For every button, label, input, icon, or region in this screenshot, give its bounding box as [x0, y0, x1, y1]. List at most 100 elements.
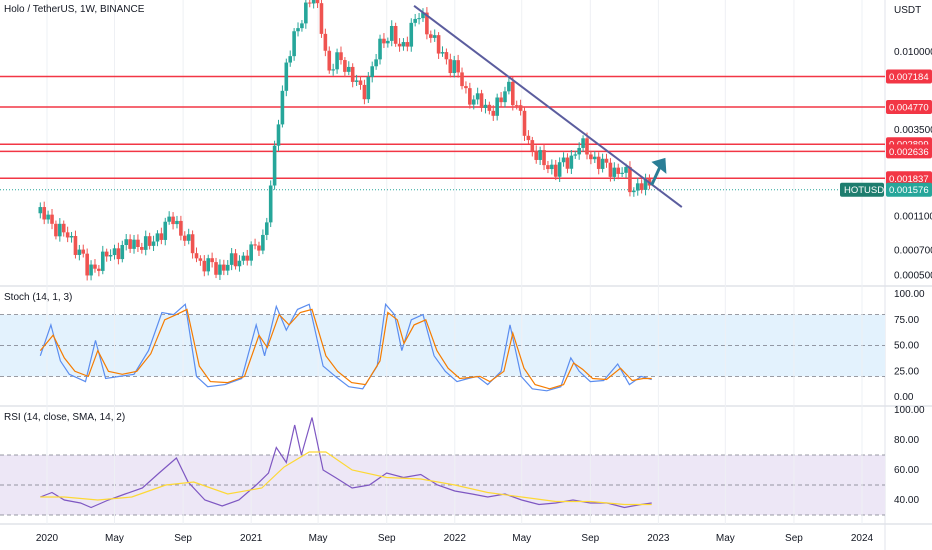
- candle: [292, 31, 296, 57]
- candle: [542, 150, 546, 166]
- stoch-tick-label: 0.00: [894, 392, 914, 403]
- level-label-box: [886, 100, 932, 115]
- candle: [522, 110, 527, 136]
- candle: [257, 245, 261, 251]
- projection-arrow-head: [651, 157, 667, 174]
- current-price-label: 0.001576: [889, 185, 929, 196]
- candle: [448, 59, 453, 74]
- rsi-tick-label: 100.00: [894, 405, 925, 416]
- time-tick-label: Sep: [581, 533, 599, 544]
- candle: [81, 249, 86, 254]
- candle: [612, 167, 617, 177]
- candle: [608, 162, 613, 177]
- candle: [128, 239, 132, 249]
- candle: [315, 0, 320, 4]
- candle: [124, 239, 129, 245]
- candle: [222, 264, 226, 271]
- candle: [401, 42, 406, 47]
- candle: [577, 147, 581, 155]
- candle: [479, 93, 484, 108]
- candle: [464, 86, 468, 89]
- candle: [319, 3, 324, 34]
- candle: [409, 22, 414, 47]
- candle: [198, 258, 203, 261]
- candle: [350, 66, 355, 82]
- candle: [182, 235, 187, 241]
- level-label-box: [886, 171, 932, 186]
- candle: [546, 165, 550, 170]
- time-tick-label: 2021: [240, 533, 263, 544]
- candle: [585, 138, 589, 155]
- level-label-box: [886, 144, 932, 159]
- level-label: 0.007184: [889, 72, 929, 83]
- candle: [288, 56, 293, 63]
- stoch-d-line: [39, 308, 652, 390]
- candle: [510, 81, 515, 106]
- time-tick-label: 2020: [36, 533, 59, 544]
- stoch-tick-label: 25.00: [894, 366, 919, 377]
- candle: [218, 264, 222, 275]
- stoch-tick-label: 75.00: [894, 315, 919, 326]
- candle: [151, 241, 156, 246]
- candle: [565, 157, 570, 169]
- price-tick-label: 0.000700: [894, 245, 932, 256]
- candle: [46, 214, 50, 220]
- chart-title: Holo / TetherUS, 1W, BINANCE: [4, 4, 145, 15]
- candle: [354, 80, 359, 82]
- candle: [296, 28, 300, 32]
- symbol-badge: [840, 182, 884, 197]
- candle: [362, 84, 367, 100]
- current-price-box: [886, 182, 932, 197]
- rsi-tick-label: 60.00: [894, 465, 919, 476]
- candle: [284, 62, 289, 91]
- candle: [50, 214, 54, 224]
- candle: [147, 236, 152, 246]
- candle: [104, 251, 109, 257]
- candle: [264, 222, 269, 235]
- time-tick-label: May: [105, 533, 124, 544]
- candle: [241, 255, 246, 261]
- candle: [167, 216, 171, 222]
- candle: [569, 155, 574, 169]
- stoch-tick-label: 100.00: [894, 289, 925, 300]
- candle: [323, 33, 328, 51]
- candle: [304, 2, 308, 24]
- price-tick-label: 0.003500: [894, 125, 932, 136]
- candle: [483, 104, 488, 108]
- candle: [553, 164, 558, 177]
- level-label: 0.002636: [889, 147, 929, 158]
- candle: [38, 207, 43, 214]
- time-tick-label: May: [309, 533, 328, 544]
- candle: [343, 60, 347, 72]
- candle: [534, 151, 539, 160]
- candle: [561, 157, 566, 163]
- candle: [159, 233, 164, 240]
- candle: [538, 150, 542, 160]
- time-tick-label: 2023: [647, 533, 670, 544]
- candle: [194, 253, 199, 259]
- candle: [589, 154, 593, 160]
- candle: [214, 262, 218, 275]
- candle: [475, 93, 480, 100]
- candle: [54, 223, 58, 237]
- candle: [237, 260, 242, 267]
- candle: [225, 264, 230, 271]
- candle: [69, 235, 74, 238]
- candle: [452, 60, 457, 74]
- candle: [249, 244, 253, 261]
- candle: [116, 248, 121, 260]
- candle: [307, 2, 312, 4]
- level-label: 0.004770: [889, 103, 929, 114]
- candle: [233, 253, 238, 267]
- candle: [639, 183, 644, 190]
- candle: [268, 185, 273, 223]
- time-tick-label: 2022: [444, 533, 467, 544]
- candle: [628, 166, 632, 193]
- time-tick-label: Sep: [378, 533, 396, 544]
- trend-line: [413, 5, 683, 208]
- candle: [120, 244, 125, 260]
- candle: [468, 88, 472, 105]
- candle: [495, 97, 499, 116]
- candle: [261, 234, 265, 251]
